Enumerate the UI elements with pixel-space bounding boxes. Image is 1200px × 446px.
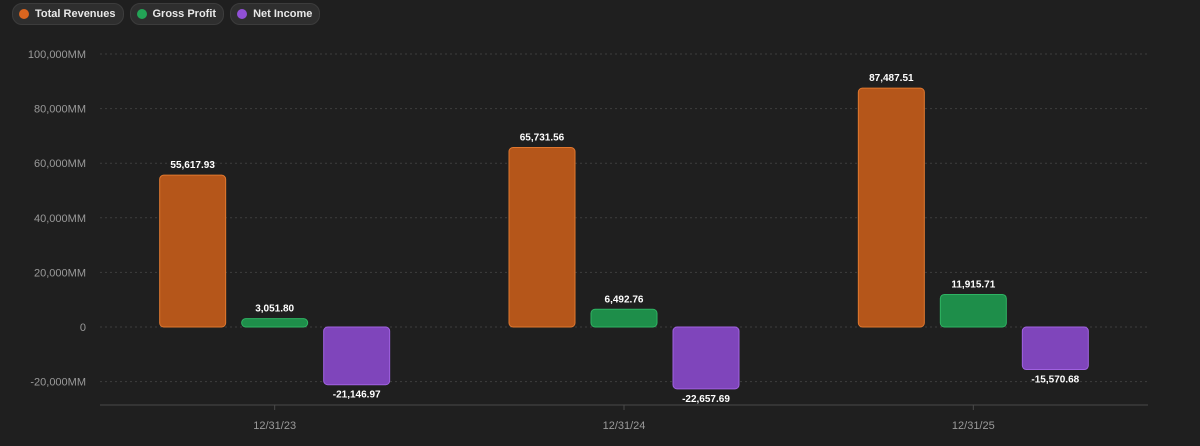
y-tick-label: 60,000MM — [34, 158, 86, 170]
data-label: 6,492.76 — [605, 294, 644, 305]
bar — [508, 147, 576, 328]
y-tick-label: 80,000MM — [34, 104, 86, 116]
y-tick-label: -20,000MM — [30, 377, 86, 389]
x-tick-label: 12/31/23 — [253, 420, 296, 432]
bar — [939, 293, 1007, 328]
bar — [241, 318, 309, 328]
data-label: 3,051.80 — [255, 304, 294, 315]
gross-profit-swatch-icon — [136, 9, 147, 19]
x-tick-label: 12/31/24 — [603, 420, 646, 432]
y-tick-label: 40,000MM — [34, 213, 86, 225]
legend-item-gross-profit[interactable]: Gross Profit — [129, 3, 225, 25]
data-label: 11,915.71 — [951, 279, 995, 290]
bar — [1021, 326, 1089, 371]
x-tick-label: 12/31/25 — [952, 420, 995, 432]
bar — [323, 326, 391, 386]
data-label: -22,657.69 — [682, 394, 730, 405]
y-tick-label: 0 — [80, 322, 86, 334]
bar — [159, 174, 227, 328]
data-label: 55,617.93 — [170, 160, 215, 171]
bar — [590, 308, 658, 328]
chart-legend: Total Revenues Gross Profit Net Income — [12, 3, 321, 25]
y-tick-label: 20,000MM — [34, 267, 86, 279]
data-label: 87,487.51 — [869, 73, 914, 84]
data-label: -21,146.97 — [333, 390, 381, 401]
legend-label-total-revenues: Total Revenues — [35, 8, 116, 20]
total-revenues-swatch-icon — [19, 9, 29, 19]
legend-item-total-revenues[interactable]: Total Revenues — [12, 3, 124, 25]
y-tick-label: 100,000MM — [28, 49, 86, 61]
legend-item-net-income[interactable]: Net Income — [230, 3, 321, 25]
bar — [672, 326, 740, 390]
data-label: -15,570.68 — [1031, 375, 1079, 386]
net-income-swatch-icon — [237, 9, 248, 19]
legend-label-net-income: Net Income — [253, 8, 313, 20]
data-label: 65,731.56 — [520, 133, 565, 144]
bar — [857, 87, 925, 328]
legend-label-gross-profit: Gross Profit — [152, 8, 217, 20]
